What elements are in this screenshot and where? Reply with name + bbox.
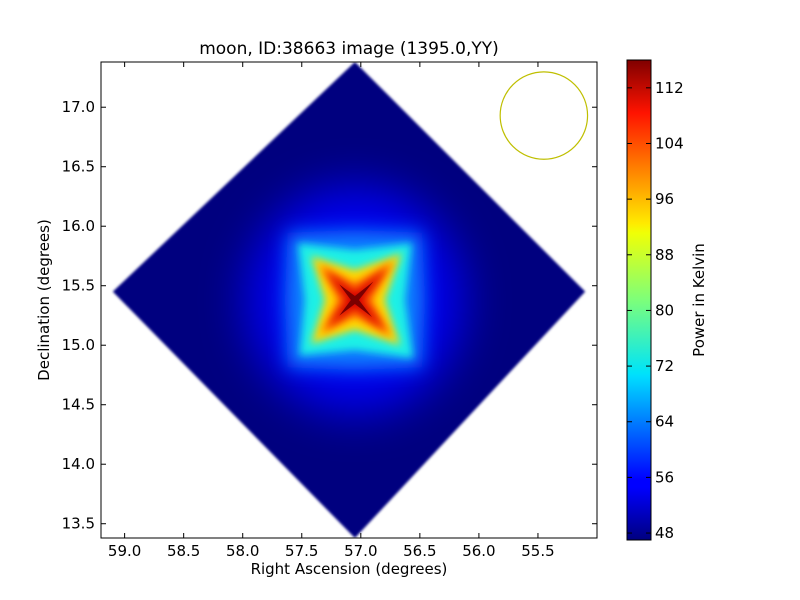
x-axis: 59.0 58.5 58.0 57.5 57.0 56.5 56.0 55.5 — [108, 62, 555, 560]
y-tick-label: 14.5 — [62, 396, 95, 414]
colorbar-label: Power in Kelvin — [690, 243, 708, 357]
colorbar-tick-label: 88 — [655, 246, 674, 264]
y-tick-label: 15.0 — [62, 336, 95, 354]
colorbar-tick-label: 72 — [655, 357, 674, 375]
colorbar-gradient — [626, 59, 652, 541]
x-tick-label: 57.5 — [285, 542, 318, 560]
x-tick-label: 56.0 — [462, 542, 495, 560]
x-tick-label: 58.0 — [226, 542, 259, 560]
y-tick-label: 16.0 — [62, 217, 95, 235]
x-tick-label: 56.5 — [403, 542, 436, 560]
y-tick-label: 16.5 — [62, 158, 95, 176]
x-tick-label: 55.5 — [521, 542, 554, 560]
heatmap-peak-core — [339, 281, 374, 317]
x-tick-label: 59.0 — [108, 542, 141, 560]
y-axis: 13.5 14.0 14.5 15.0 15.5 16.0 16.5 17.0 — [62, 98, 597, 533]
y-axis-label: Declination (degrees) — [35, 219, 53, 381]
colorbar-ticks: 48 56 64 72 80 88 96 104 112 — [627, 79, 684, 542]
colorbar-tick-label: 104 — [655, 134, 684, 152]
colorbar-tick-label: 48 — [655, 524, 674, 542]
y-tick-label: 15.5 — [62, 277, 95, 295]
heatmap-image — [112, 62, 586, 538]
plot-frame — [100, 61, 598, 539]
x-tick-label: 57.0 — [344, 542, 377, 560]
colorbar-tick-label: 56 — [655, 468, 674, 486]
x-axis-label: Right Ascension (degrees) — [251, 560, 448, 578]
y-tick-label: 17.0 — [62, 98, 95, 116]
colorbar-tick-label: 96 — [655, 190, 674, 208]
x-tick-label: 58.5 — [167, 542, 200, 560]
beam-circle — [499, 71, 589, 160]
colorbar-tick-label: 80 — [655, 301, 674, 319]
colorbar-tick-label: 64 — [655, 413, 674, 431]
y-tick-label: 13.5 — [62, 515, 95, 533]
y-tick-label: 14.0 — [62, 455, 95, 473]
chart-title: moon, ID:38663 image (1395.0,YY) — [199, 39, 499, 59]
colorbar: 48 56 64 72 80 88 96 104 112 Power in Kelvin — [626, 59, 708, 542]
colorbar-tick-label: 112 — [655, 79, 684, 97]
